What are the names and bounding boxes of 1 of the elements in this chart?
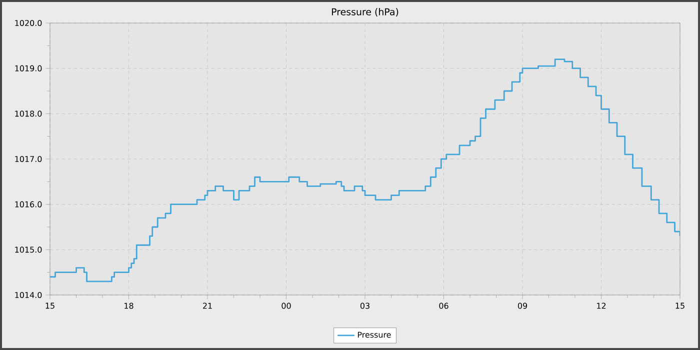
chart-title: Pressure (hPa) (332, 8, 398, 16)
